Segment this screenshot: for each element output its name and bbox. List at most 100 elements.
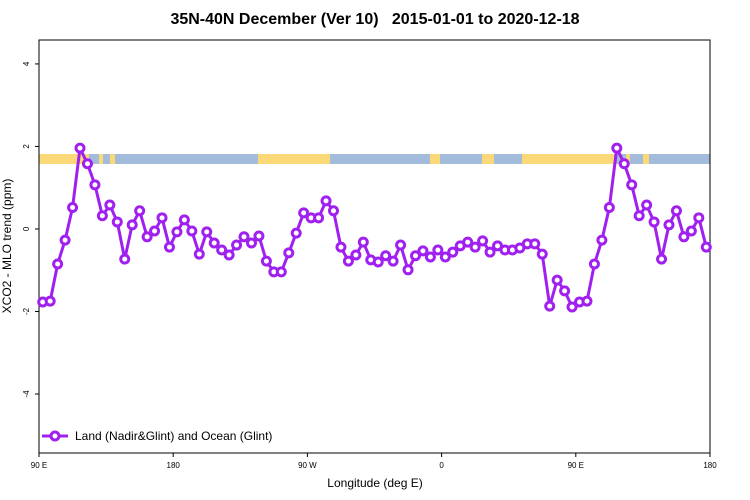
data-point xyxy=(156,212,168,224)
data-point xyxy=(119,253,131,265)
plot-frame xyxy=(38,39,711,454)
data-point xyxy=(544,300,556,312)
data-point xyxy=(149,225,161,237)
data-point xyxy=(313,212,325,224)
data-point xyxy=(178,214,190,226)
legend-label: Land (Nadir&Glint) and Ocean (Glint) xyxy=(75,429,272,443)
x-tick-label: 90 E xyxy=(31,461,47,470)
data-point xyxy=(700,241,712,253)
data-point xyxy=(648,216,660,228)
data-point xyxy=(596,234,608,246)
data-point xyxy=(536,248,548,260)
y-tick-label: -2 xyxy=(22,307,31,315)
data-point xyxy=(693,212,705,224)
data-point xyxy=(462,236,474,248)
data-point xyxy=(89,179,101,191)
data-point xyxy=(44,295,56,307)
x-tick-label: 90 E xyxy=(568,461,584,470)
data-point xyxy=(126,219,138,231)
data-point xyxy=(618,158,630,170)
data-point xyxy=(477,235,489,247)
x-tick-label: 180 xyxy=(167,461,181,470)
legend-marker xyxy=(49,430,61,442)
data-point xyxy=(611,142,623,154)
data-point xyxy=(96,210,108,222)
data-point xyxy=(327,205,339,217)
y-axis-label: XCO2 - MLO trend (ppm) xyxy=(0,179,14,314)
data-point xyxy=(439,251,451,263)
data-point xyxy=(238,231,250,243)
data-point xyxy=(193,248,205,260)
data-point xyxy=(678,231,690,243)
data-point xyxy=(432,244,444,256)
data-point xyxy=(201,226,213,238)
y-tick-label: 0 xyxy=(22,226,31,231)
data-point xyxy=(141,231,153,243)
data-point xyxy=(663,219,675,231)
data-point xyxy=(357,236,369,248)
data-point xyxy=(163,241,175,253)
data-point xyxy=(372,256,384,268)
data-point xyxy=(111,216,123,228)
data-point xyxy=(559,285,571,297)
data-point xyxy=(59,234,71,246)
y-tick-label: -4 xyxy=(22,390,31,398)
data-point xyxy=(342,255,354,267)
surface-strip xyxy=(39,154,710,164)
data-point xyxy=(447,246,459,258)
x-tick-label: 90 W xyxy=(298,461,317,470)
land-strip xyxy=(258,154,330,164)
data-point xyxy=(52,258,64,270)
data-point xyxy=(402,264,414,276)
x-axis-label: Longitude (deg E) xyxy=(327,476,422,490)
data-point xyxy=(171,226,183,238)
land-strip xyxy=(110,154,115,164)
data-point xyxy=(626,179,638,191)
x-tick-label: 180 xyxy=(703,461,717,470)
data-point xyxy=(484,246,496,258)
data-point xyxy=(417,245,429,257)
chart-title: 35N-40N December (Ver 10) 2015-01-01 to … xyxy=(170,11,579,28)
data-point xyxy=(633,210,645,222)
land-strip xyxy=(482,154,494,164)
data-point xyxy=(424,251,436,263)
data-point xyxy=(208,237,220,249)
data-point xyxy=(134,205,146,217)
data-point xyxy=(275,266,287,278)
y-tick-label: 4 xyxy=(22,61,31,66)
data-point xyxy=(581,295,593,307)
land-strip xyxy=(430,154,440,164)
data-point xyxy=(104,199,116,211)
land-strip xyxy=(643,154,649,164)
data-point xyxy=(216,244,228,256)
data-point xyxy=(320,195,332,207)
data-point xyxy=(81,158,93,170)
data-point xyxy=(566,301,578,313)
data-point xyxy=(685,225,697,237)
data-point xyxy=(260,255,272,267)
data-point xyxy=(670,205,682,217)
ocean-strip xyxy=(39,154,710,164)
land-strip xyxy=(626,154,630,164)
data-point xyxy=(223,249,235,261)
data-point xyxy=(588,258,600,270)
data-point xyxy=(335,241,347,253)
data-point xyxy=(380,250,392,262)
land-strip xyxy=(522,154,614,164)
data-point xyxy=(290,227,302,239)
land-strip xyxy=(99,154,103,164)
data-point xyxy=(186,225,198,237)
x-tick-label: 0 xyxy=(439,461,444,470)
land-strip xyxy=(39,154,89,164)
data-point xyxy=(298,207,310,219)
data-point xyxy=(283,247,295,259)
data-point xyxy=(529,238,541,250)
data-point xyxy=(395,239,407,251)
data-point xyxy=(67,202,79,214)
data-line xyxy=(42,142,708,310)
data-point xyxy=(551,274,563,286)
data-point xyxy=(74,142,86,154)
data-point xyxy=(469,241,481,253)
data-point xyxy=(641,199,653,211)
